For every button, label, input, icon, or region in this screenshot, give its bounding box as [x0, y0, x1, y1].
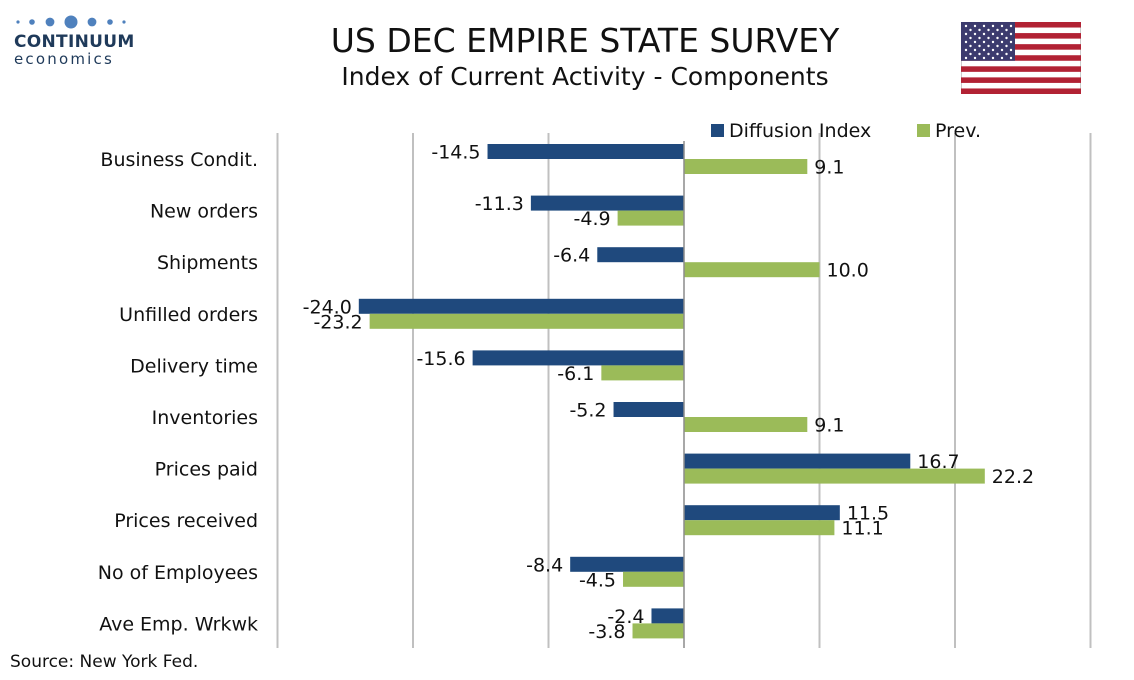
- category-label: Shipments: [157, 252, 258, 274]
- bar-diffusion-index: [358, 298, 684, 314]
- data-label: -5.2: [569, 400, 606, 422]
- legend-swatch: [711, 124, 724, 137]
- category-label: Inventories: [152, 407, 258, 429]
- data-label: 9.1: [814, 157, 844, 179]
- bar-prev: [684, 417, 808, 432]
- data-label: -24.0: [303, 296, 352, 318]
- data-label: -23.2: [313, 311, 362, 333]
- bar-diffusion-index: [684, 453, 911, 469]
- category-label: Unfilled orders: [119, 304, 258, 326]
- legend-label: Diffusion Index: [729, 120, 871, 142]
- category-label: No of Employees: [98, 562, 258, 584]
- bar-diffusion-index: [651, 608, 684, 624]
- data-label: 16.7: [917, 451, 959, 473]
- bar-prev: [632, 623, 684, 639]
- bar-diffusion-index: [487, 144, 684, 159]
- chart-subtitle: Index of Current Activity - Components: [341, 62, 829, 91]
- us-flag-icon: [960, 21, 1082, 95]
- data-label: -11.3: [475, 193, 524, 215]
- category-label: Business Condit.: [100, 149, 258, 171]
- bar-diffusion-index: [684, 505, 840, 521]
- bar-prev: [684, 468, 985, 484]
- data-label: -6.1: [557, 363, 594, 385]
- category-label: New orders: [150, 201, 258, 223]
- data-label: 11.5: [847, 503, 889, 525]
- category-label: Delivery time: [130, 355, 258, 377]
- bar-prev: [369, 313, 684, 329]
- continuum-logo: CONTINUUM economics: [14, 14, 134, 67]
- data-label: -8.4: [526, 554, 563, 576]
- data-label: -14.5: [431, 142, 480, 164]
- data-label: -4.5: [579, 569, 616, 591]
- bar-prev: [684, 520, 835, 536]
- bar-diffusion-index: [570, 556, 684, 572]
- logo-dots-icon: [14, 14, 134, 30]
- bar-prev: [684, 262, 820, 278]
- data-label: 22.2: [992, 466, 1034, 488]
- logo-subtitle: economics: [14, 50, 114, 68]
- chart-title: US DEC EMPIRE STATE SURVEY: [330, 21, 840, 60]
- bar-prev: [684, 159, 808, 174]
- data-label: 10.0: [827, 260, 869, 282]
- bar-diffusion-index: [613, 402, 684, 417]
- bar-prev: [617, 210, 684, 226]
- data-label: 9.1: [814, 415, 844, 437]
- bar-prev: [601, 365, 684, 381]
- bar-diffusion-index: [530, 195, 684, 211]
- category-label: Ave Emp. Wrkwk: [99, 613, 258, 635]
- data-label: -4.9: [574, 208, 611, 230]
- category-label: Prices paid: [155, 459, 258, 481]
- bar-diffusion-index: [597, 247, 684, 263]
- data-label: -3.8: [588, 621, 625, 643]
- logo-name: CONTINUUM: [14, 32, 135, 52]
- source-note: Source: New York Fed.: [10, 652, 199, 672]
- data-label: -6.4: [553, 245, 590, 267]
- legend-label: Prev.: [935, 120, 981, 142]
- category-label: Prices received: [114, 510, 258, 532]
- data-label: -2.4: [607, 606, 644, 628]
- bar-prev: [623, 571, 684, 587]
- data-label: -15.6: [416, 348, 465, 370]
- bar-diffusion-index: [472, 350, 684, 366]
- data-label: 11.1: [841, 518, 883, 540]
- legend-swatch: [917, 124, 930, 137]
